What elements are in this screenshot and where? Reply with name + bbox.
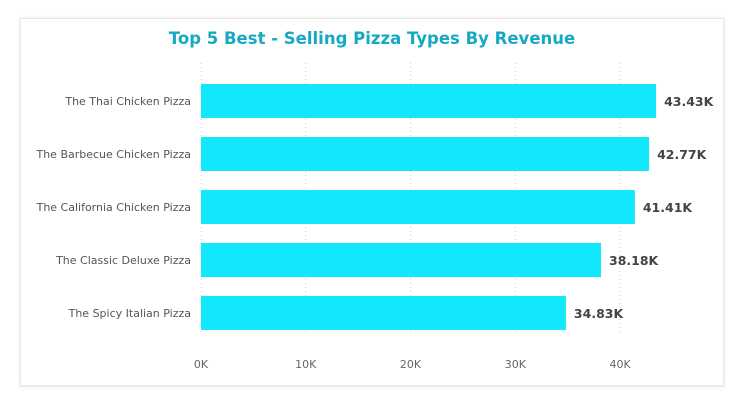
chart-card: Top 5 Best - Selling Pizza Types By Reve… — [20, 18, 724, 386]
data-label: 34.83K — [574, 306, 625, 321]
data-label: 38.18K — [609, 253, 660, 268]
x-tick-label: 10K — [295, 358, 317, 371]
x-tick-label: 30K — [505, 358, 527, 371]
category-label: The California Chicken Pizza — [36, 201, 191, 214]
category-label: The Thai Chicken Pizza — [64, 95, 191, 108]
bar-chart: The Thai Chicken Pizza 43.43K The Barbecue… — [35, 63, 715, 371]
bar[interactable] — [201, 296, 566, 330]
data-label: 42.77K — [657, 147, 708, 162]
category-label: The Spicy Italian Pizza — [68, 307, 191, 320]
data-label: 43.43K — [664, 94, 715, 109]
data-label: 41.41K — [643, 200, 694, 215]
x-tick-label: 40K — [609, 358, 631, 371]
category-label: The Classic Deluxe Pizza — [55, 254, 191, 267]
bar[interactable] — [201, 137, 650, 171]
bar[interactable] — [201, 243, 602, 277]
x-tick-label: 0K — [194, 358, 209, 371]
bar[interactable] — [201, 190, 635, 224]
category-label: The Barbecue Chicken Pizza — [35, 148, 191, 161]
bar[interactable] — [201, 84, 657, 118]
chart-title: Top 5 Best - Selling Pizza Types By Reve… — [168, 29, 576, 48]
x-tick-label: 20K — [400, 358, 422, 371]
